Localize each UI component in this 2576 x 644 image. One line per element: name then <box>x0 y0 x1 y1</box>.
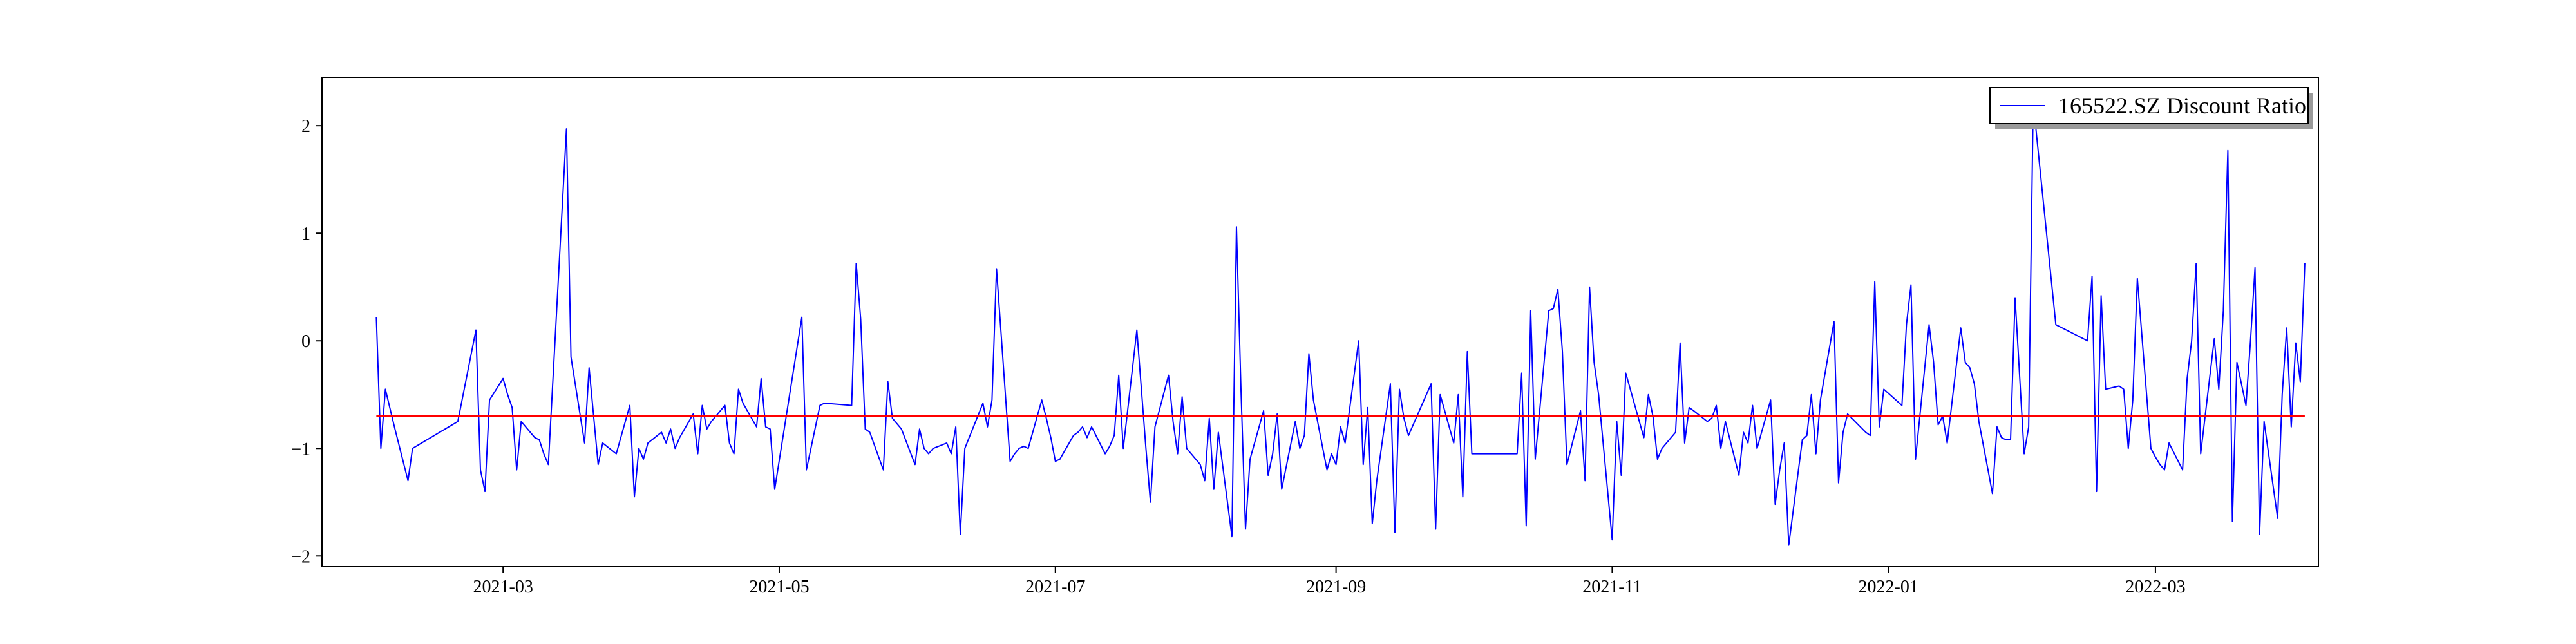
series-layer <box>375 101 2306 546</box>
x-tick-label: 2022-01 <box>1859 577 1918 597</box>
plot-background <box>322 77 2318 567</box>
x-tick-label: 2021-07 <box>1025 577 1085 597</box>
x-tick-label: 2021-03 <box>473 577 533 597</box>
x-tick-label: 2021-09 <box>1306 577 1366 597</box>
y-tick-label: 1 <box>301 224 310 244</box>
x-tick-label: 2021-05 <box>749 577 809 597</box>
axes-layer: 2021-03 2021-05 2021-07 2021-09 2021-11 2022-… <box>291 117 2185 597</box>
y-tick-label: 2 <box>301 117 310 137</box>
y-tick-label: −1 <box>291 439 310 459</box>
plot-area <box>322 77 2318 567</box>
y-tick-label: 0 <box>301 332 310 352</box>
series-points <box>376 102 2305 545</box>
x-tick-label: 2022-03 <box>2125 577 2185 597</box>
legend-label: 165522.SZ Discount Ratio <box>2058 93 2306 118</box>
y-tick-label: −2 <box>291 547 310 567</box>
legend: 165522.SZ Discount Ratio <box>1989 87 2313 129</box>
plot-frame <box>321 77 2319 567</box>
x-tick-label: 2021-11 <box>1582 577 1642 597</box>
